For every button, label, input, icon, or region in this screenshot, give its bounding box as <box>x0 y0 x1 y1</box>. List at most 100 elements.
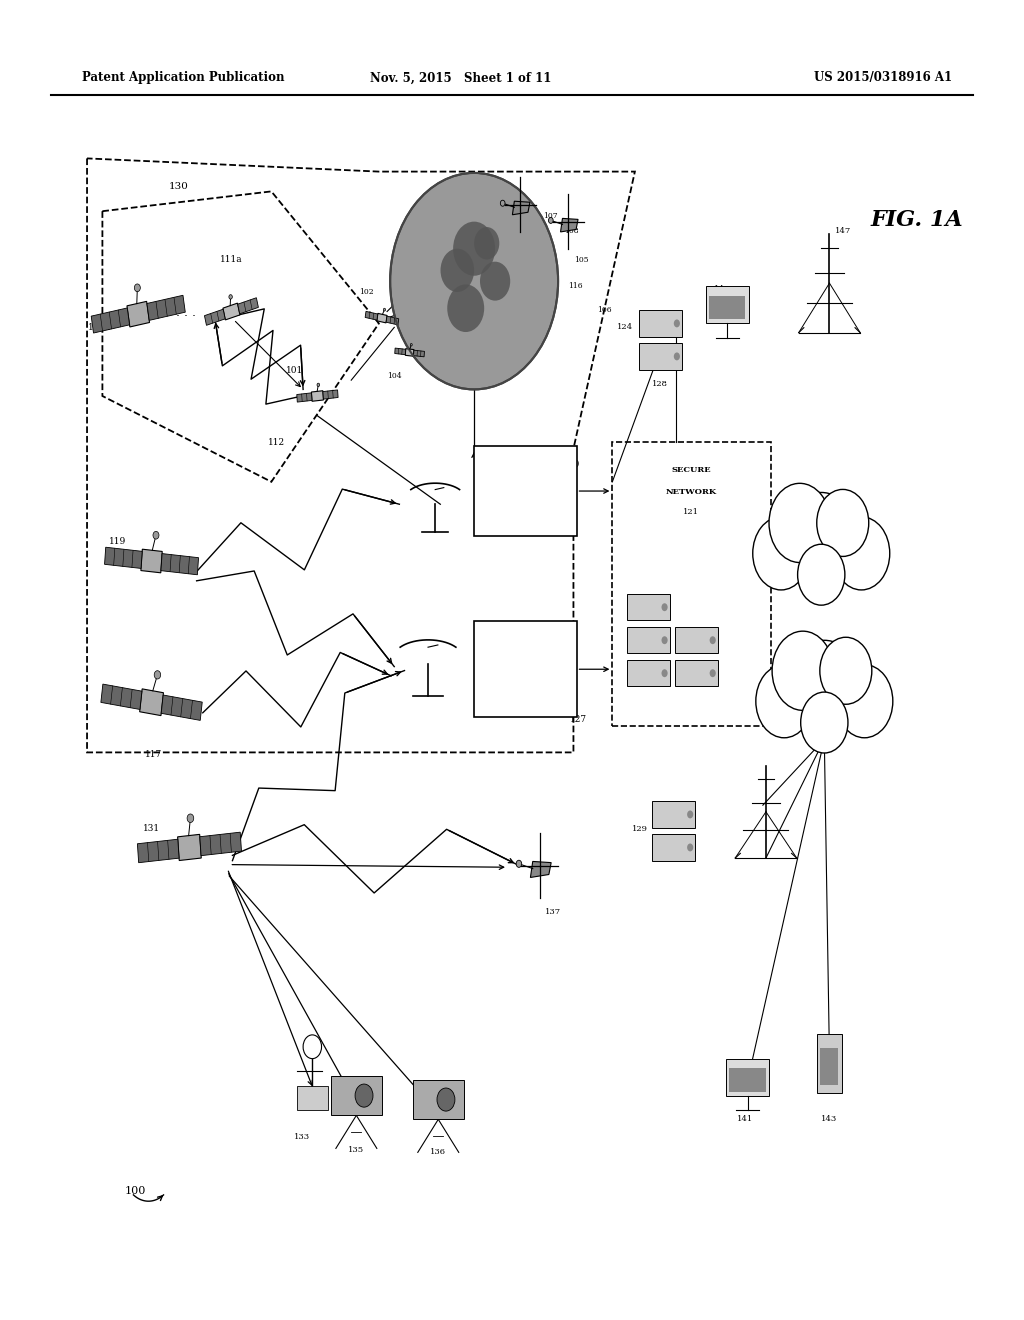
Circle shape <box>772 631 834 710</box>
Bar <box>639 343 682 370</box>
Text: 116: 116 <box>568 282 583 290</box>
Text: 128: 128 <box>652 380 669 388</box>
Circle shape <box>474 227 500 260</box>
Circle shape <box>440 248 474 292</box>
Text: 129: 129 <box>632 825 648 833</box>
Text: 135: 135 <box>348 1146 365 1154</box>
Circle shape <box>155 671 161 678</box>
Text: 118: 118 <box>505 195 519 203</box>
Polygon shape <box>161 553 199 574</box>
Polygon shape <box>311 391 324 401</box>
Circle shape <box>453 222 496 276</box>
Circle shape <box>817 490 868 557</box>
Circle shape <box>837 665 893 738</box>
Bar <box>706 286 749 323</box>
Circle shape <box>411 343 413 346</box>
Text: 102: 102 <box>359 288 374 296</box>
Bar <box>627 627 670 653</box>
Text: 147: 147 <box>835 227 851 235</box>
Circle shape <box>187 814 194 822</box>
Text: GATEWAY: GATEWAY <box>502 669 549 677</box>
Text: 105: 105 <box>574 256 589 264</box>
Circle shape <box>801 692 848 752</box>
Circle shape <box>753 517 809 590</box>
Text: 111n: 111n <box>88 323 111 331</box>
Bar <box>627 660 670 686</box>
Bar <box>652 801 695 828</box>
Circle shape <box>501 201 505 206</box>
Circle shape <box>674 352 680 360</box>
Text: FIG. 1A: FIG. 1A <box>870 209 963 231</box>
Polygon shape <box>530 862 551 878</box>
Text: 100: 100 <box>125 1185 145 1196</box>
Bar <box>709 296 745 319</box>
Polygon shape <box>177 834 202 861</box>
Polygon shape <box>377 313 387 323</box>
Circle shape <box>355 1084 373 1107</box>
Text: GATEWAY: GATEWAY <box>500 494 551 502</box>
Text: 103: 103 <box>459 183 473 191</box>
Circle shape <box>516 861 521 867</box>
Text: 108: 108 <box>564 227 579 235</box>
Polygon shape <box>91 308 130 333</box>
Text: 145: 145 <box>714 285 730 293</box>
Text: . . .: . . . <box>176 306 197 319</box>
Bar <box>675 627 718 653</box>
Bar <box>297 1086 328 1110</box>
Circle shape <box>662 669 668 677</box>
Text: 141: 141 <box>737 1115 754 1123</box>
Circle shape <box>710 636 716 644</box>
Text: 107: 107 <box>544 213 558 220</box>
Polygon shape <box>394 348 406 355</box>
Circle shape <box>798 544 845 605</box>
Circle shape <box>674 319 680 327</box>
Polygon shape <box>512 201 530 215</box>
Circle shape <box>447 284 484 333</box>
Circle shape <box>229 294 232 300</box>
Circle shape <box>437 1088 455 1111</box>
Bar <box>675 660 718 686</box>
Text: SECURE: SECURE <box>672 466 711 474</box>
Text: 133: 133 <box>294 1133 310 1140</box>
Text: US 2015/0318916 A1: US 2015/0318916 A1 <box>814 71 952 84</box>
Circle shape <box>786 640 862 738</box>
Circle shape <box>662 636 668 644</box>
Polygon shape <box>101 684 142 709</box>
Text: 130: 130 <box>169 182 189 191</box>
Polygon shape <box>161 696 202 721</box>
Text: GEO / HUB: GEO / HUB <box>500 645 551 653</box>
Text: 111a: 111a <box>220 255 243 264</box>
Circle shape <box>317 383 319 387</box>
Circle shape <box>783 492 859 590</box>
Circle shape <box>687 843 693 851</box>
Text: INTERNET: INTERNET <box>801 675 848 682</box>
Bar <box>627 594 670 620</box>
Bar <box>474 620 577 718</box>
Circle shape <box>756 665 812 738</box>
Polygon shape <box>139 689 164 715</box>
Text: 125: 125 <box>817 698 831 706</box>
Text: SECURE CLOUD: SECURE CLOUD <box>784 527 854 535</box>
Circle shape <box>390 173 558 389</box>
Text: NETWORK: NETWORK <box>666 488 717 496</box>
Polygon shape <box>414 350 425 356</box>
Text: 124: 124 <box>616 323 633 331</box>
Text: 123: 123 <box>812 550 826 558</box>
Text: 117: 117 <box>145 750 162 759</box>
Text: 112: 112 <box>268 438 285 446</box>
Text: Patent Application Publication: Patent Application Publication <box>82 71 285 84</box>
Bar <box>820 1048 839 1085</box>
Text: 104: 104 <box>387 372 401 380</box>
Circle shape <box>710 669 716 677</box>
Polygon shape <box>386 315 398 325</box>
Text: 106: 106 <box>597 306 611 314</box>
Text: 121: 121 <box>683 508 699 516</box>
Text: 119: 119 <box>110 537 126 545</box>
Bar <box>652 834 695 861</box>
Polygon shape <box>141 549 162 573</box>
Circle shape <box>480 261 510 301</box>
Bar <box>612 442 771 726</box>
Text: 101: 101 <box>287 366 303 375</box>
Circle shape <box>820 638 871 705</box>
Polygon shape <box>137 840 179 863</box>
